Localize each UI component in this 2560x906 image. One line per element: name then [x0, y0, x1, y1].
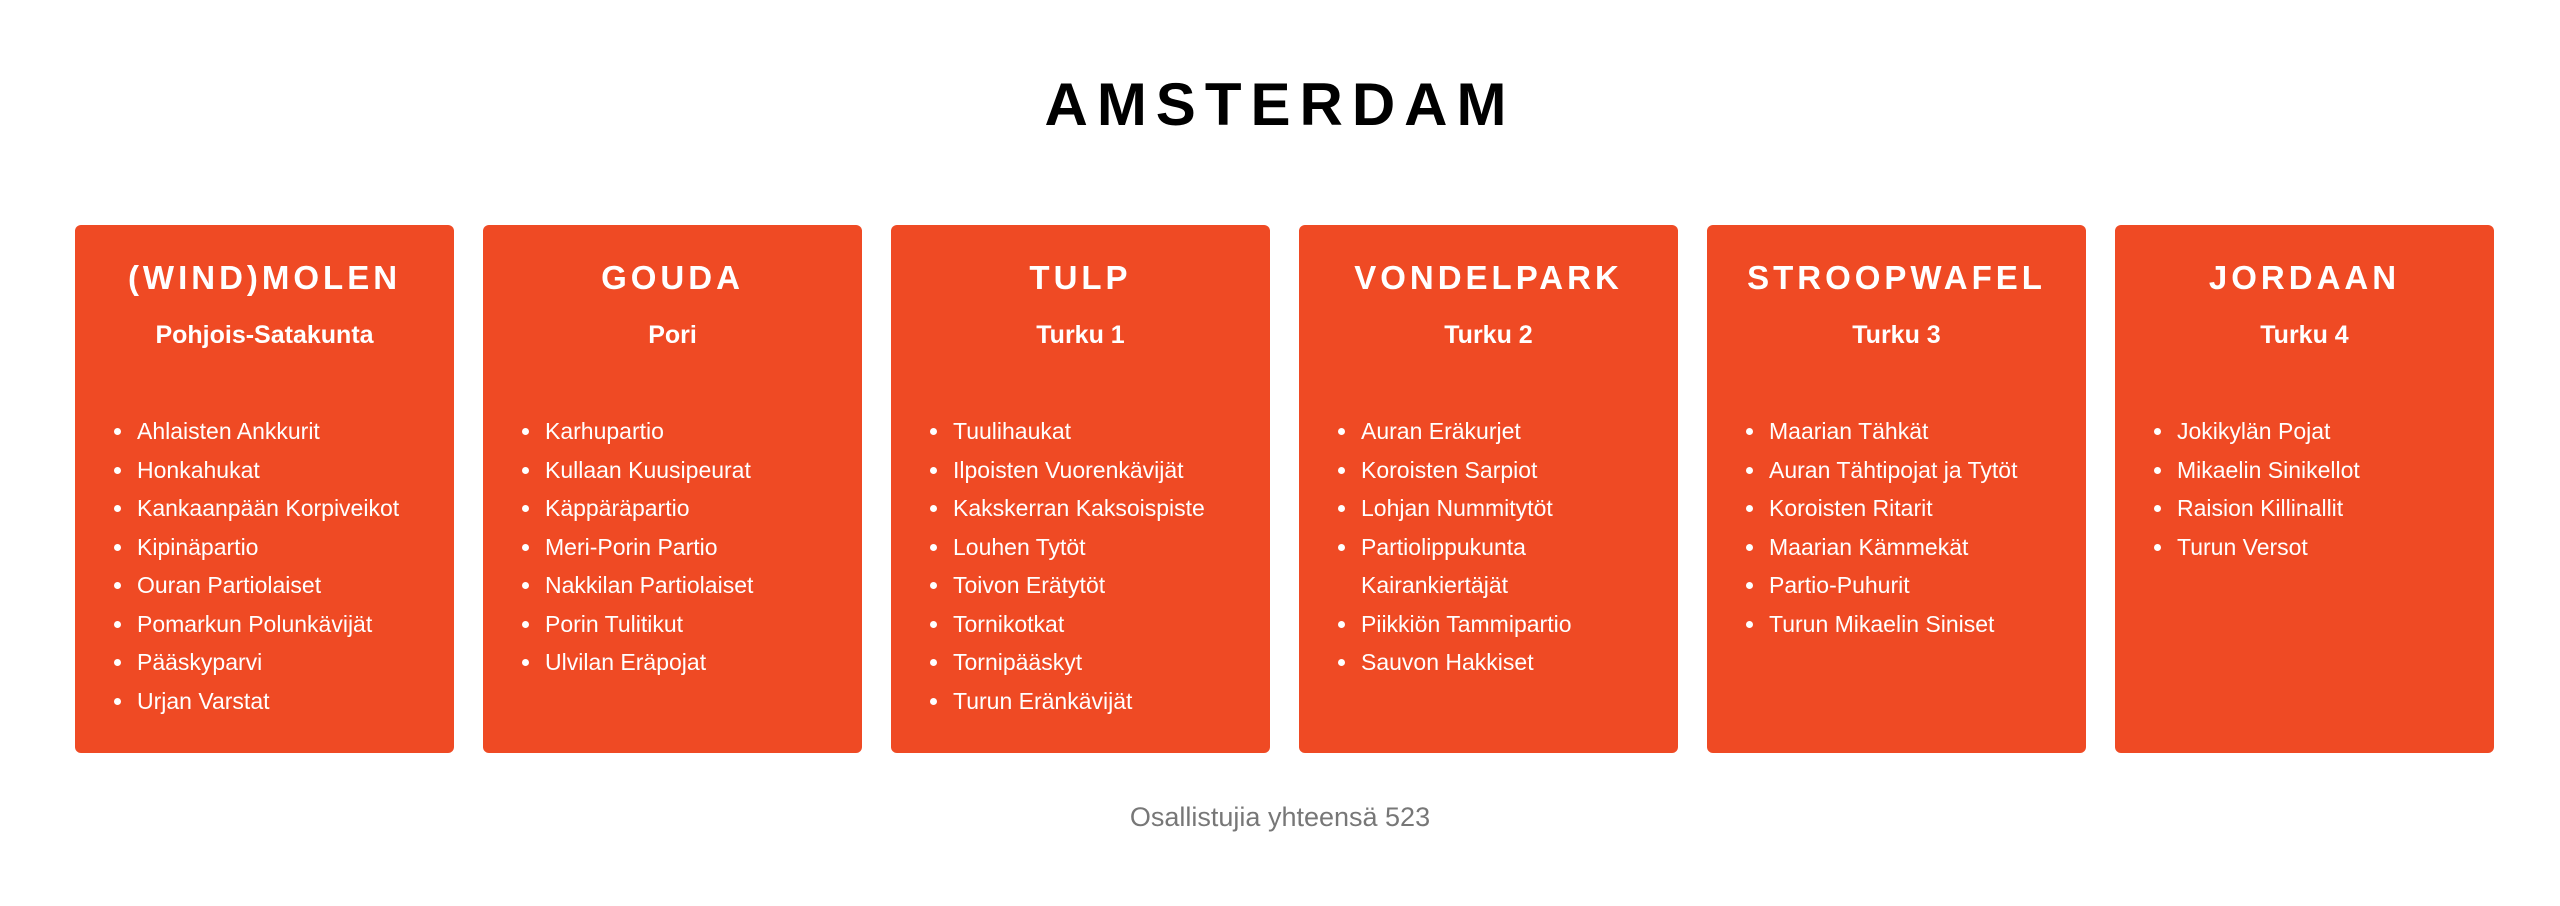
- list-item: Toivon Erätytöt: [951, 566, 1205, 605]
- group-card: TULP Turku 1 TuulihaukatIlpoisten Vuorenk…: [891, 225, 1270, 753]
- card-subtitle: Pohjois-Satakunta: [155, 321, 374, 349]
- card-subtitle: Turku 4: [2260, 321, 2349, 349]
- troop-list: Ahlaisten AnkkuritHonkahukatKankaanpään …: [75, 412, 419, 720]
- list-item: Auran Eräkurjet: [1359, 412, 1658, 451]
- group-card: STROOPWAFEL Turku 3 Maarian TähkätAuran T…: [1707, 225, 2086, 753]
- list-item: Kullaan Kuusipeurat: [543, 451, 753, 490]
- list-item: Karhupartio: [543, 412, 753, 451]
- troop-list: Maarian TähkätAuran Tähtipojat ja TytötK…: [1707, 412, 2037, 643]
- troop-list: Jokikylän PojatMikaelin SinikellotRaisio…: [2115, 412, 2380, 566]
- list-item: Tornikotkat: [951, 605, 1205, 644]
- list-item: Partiolippukunta Kairankiertäjät: [1359, 528, 1658, 605]
- card-subtitle: Pori: [648, 321, 697, 349]
- list-item: Lohjan Nummitytöt: [1359, 489, 1658, 528]
- list-item: Sauvon Hakkiset: [1359, 643, 1658, 682]
- card-title: VONDELPARK: [1354, 259, 1623, 296]
- list-item: Jokikylän Pojat: [2175, 412, 2360, 451]
- card-subtitle: Turku 1: [1036, 321, 1125, 349]
- participant-total: Osallistujia yhteensä 523: [1129, 802, 1431, 832]
- list-item: Auran Tähtipojat ja Tytöt: [1767, 451, 2017, 490]
- card-subtitle: Turku 3: [1852, 321, 1941, 349]
- group-card: JORDAAN Turku 4 Jokikylän PojatMikaelin S…: [2115, 225, 2494, 753]
- list-item: Piikkiön Tammipartio: [1359, 605, 1658, 644]
- list-item: Honkahukat: [135, 451, 399, 490]
- list-item: Maarian Kämmekät: [1767, 528, 2017, 567]
- group-card: VONDELPARK Turku 2 Auran EräkurjetKoroist…: [1299, 225, 1678, 753]
- card-title: JORDAAN: [2208, 259, 2401, 296]
- troop-list: KarhupartioKullaan KuusipeuratKäppäräpar…: [483, 412, 773, 682]
- list-item: Porin Tulitikut: [543, 605, 753, 644]
- list-item: Ahlaisten Ankkurit: [135, 412, 399, 451]
- list-item: Raision Killinallit: [2175, 489, 2360, 528]
- list-item: Ulvilan Eräpojat: [543, 643, 753, 682]
- list-item: Ouran Partiolaiset: [135, 566, 399, 605]
- list-item: Ilpoisten Vuorenkävijät: [951, 451, 1205, 490]
- list-item: Partio-Puhurit: [1767, 566, 2017, 605]
- list-item: Turun Eränkävijät: [951, 682, 1205, 721]
- card-title: (WIND)MOLEN: [127, 259, 402, 296]
- card-title: TULP: [1029, 259, 1132, 296]
- card-subtitle: Turku 2: [1444, 321, 1533, 349]
- list-item: Maarian Tähkät: [1767, 412, 2017, 451]
- list-item: Pomarkun Polunkävijät: [135, 605, 399, 644]
- list-item: Tornipääskyt: [951, 643, 1205, 682]
- list-item: Turun Versot: [2175, 528, 2360, 567]
- list-item: Kipinäpartio: [135, 528, 399, 567]
- list-item: Kankaanpään Korpiveikot: [135, 489, 399, 528]
- page-title: AMSTERDAM: [1044, 71, 1516, 138]
- list-item: Koroisten Sarpiot: [1359, 451, 1658, 490]
- list-item: Koroisten Ritarit: [1767, 489, 2017, 528]
- list-item: Kakskerran Kaksoispiste: [951, 489, 1205, 528]
- list-item: Mikaelin Sinikellot: [2175, 451, 2360, 490]
- card-title: GOUDA: [601, 259, 744, 296]
- card-title: STROOPWAFEL: [1747, 259, 2046, 296]
- list-item: Turun Mikaelin Siniset: [1767, 605, 2017, 644]
- list-item: Pääskyparvi: [135, 643, 399, 682]
- list-item: Tuulihaukat: [951, 412, 1205, 451]
- list-item: Urjan Varstat: [135, 682, 399, 721]
- list-item: Käppäräpartio: [543, 489, 753, 528]
- list-item: Louhen Tytöt: [951, 528, 1205, 567]
- list-item: Meri-Porin Partio: [543, 528, 753, 567]
- troop-list: TuulihaukatIlpoisten VuorenkävijätKakske…: [891, 412, 1225, 720]
- group-card: GOUDA Pori KarhupartioKullaan Kuusipeurat…: [483, 225, 862, 753]
- group-cards: (WIND)MOLEN Pohjois-Satakunta Ahlaisten A…: [75, 225, 2494, 753]
- troop-list: Auran EräkurjetKoroisten SarpiotLohjan N…: [1299, 412, 1678, 682]
- group-card: (WIND)MOLEN Pohjois-Satakunta Ahlaisten A…: [75, 225, 454, 753]
- list-item: Nakkilan Partiolaiset: [543, 566, 753, 605]
